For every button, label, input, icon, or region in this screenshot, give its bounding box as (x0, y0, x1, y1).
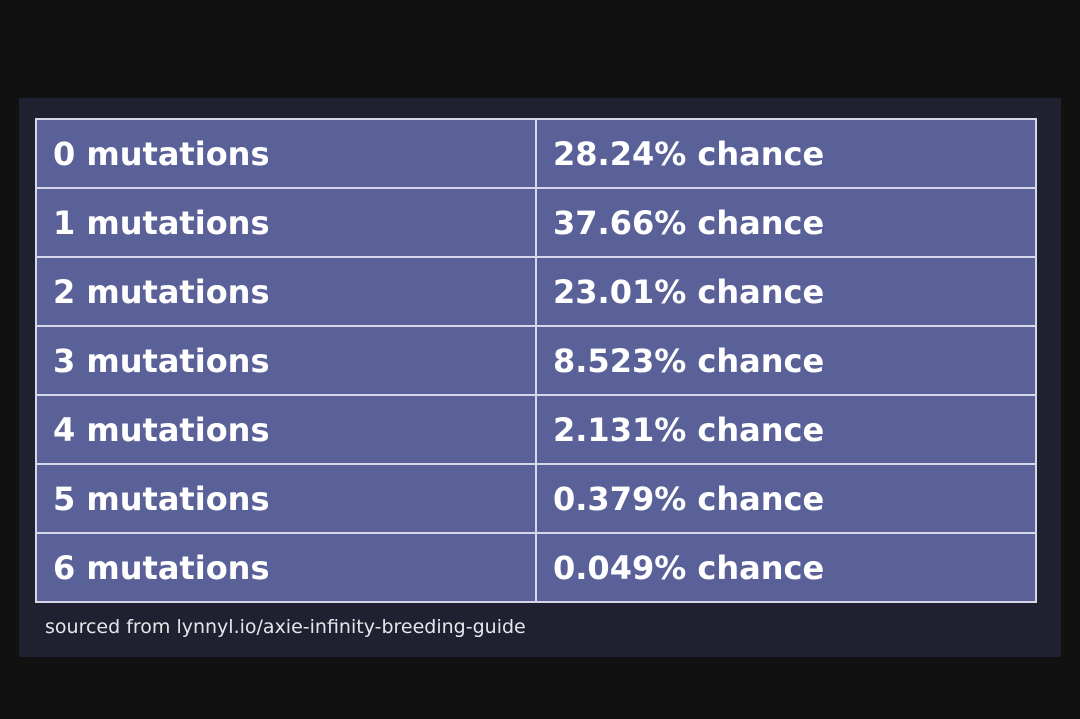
chance: 37.66% chance (535, 187, 1037, 258)
chance: 0.379% chance (535, 463, 1037, 534)
mutation-count: 4 mutations (35, 394, 537, 465)
table-row: 0 mutations 28.24% chance (35, 118, 1037, 189)
source-note: sourced from lynnyl.io/axie-infinity-bre… (45, 616, 526, 638)
mutation-count: 0 mutations (35, 118, 537, 189)
mutation-count: 5 mutations (35, 463, 537, 534)
mutation-count: 1 mutations (35, 187, 537, 258)
chance: 23.01% chance (535, 256, 1037, 327)
mutation-count: 3 mutations (35, 325, 537, 396)
chance: 28.24% chance (535, 118, 1037, 189)
chance: 0.049% chance (535, 532, 1037, 603)
mutation-count: 2 mutations (35, 256, 537, 327)
table-row: 2 mutations 23.01% chance (35, 256, 1037, 327)
chance: 2.131% chance (535, 394, 1037, 465)
table-row: 6 mutations 0.049% chance (35, 532, 1037, 603)
table-row: 1 mutations 37.66% chance (35, 187, 1037, 258)
table-row: 3 mutations 8.523% chance (35, 325, 1037, 396)
chance: 8.523% chance (535, 325, 1037, 396)
table-row: 4 mutations 2.131% chance (35, 394, 1037, 465)
mutation-table: 0 mutations 28.24% chance 1 mutations 37.66… (35, 118, 1037, 603)
mutation-count: 6 mutations (35, 532, 537, 603)
table-row: 5 mutations 0.379% chance (35, 463, 1037, 534)
panel: 0 mutations 28.24% chance 1 mutations 37.66… (19, 98, 1061, 657)
